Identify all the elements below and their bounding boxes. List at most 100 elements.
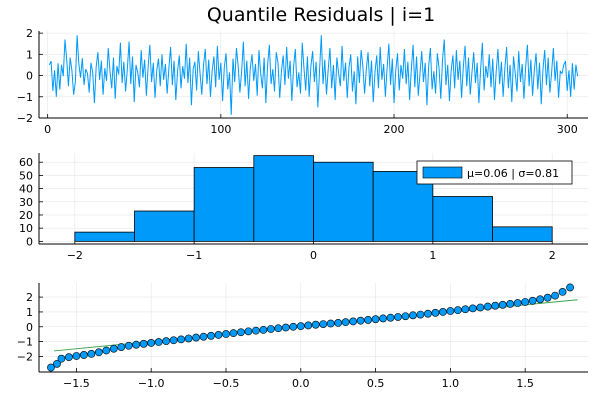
histogram-bar: [193, 167, 255, 242]
y-tick-label: 0: [26, 235, 33, 248]
qq-point: [326, 319, 335, 328]
qq-point: [536, 295, 545, 304]
qq-point: [513, 299, 522, 307]
y-tick-label: −2: [17, 350, 33, 363]
qq-point: [192, 333, 200, 342]
qq-point: [117, 343, 126, 351]
qq-point: [252, 326, 260, 335]
y-tick-label: 2: [26, 27, 33, 40]
qq-point: [259, 325, 268, 334]
legend-swatch: [422, 166, 463, 179]
qq-point: [184, 334, 193, 343]
qq-point: [154, 338, 163, 346]
qq-point: [319, 320, 328, 328]
qq-point: [401, 312, 410, 321]
residual-series-line: [48, 35, 579, 115]
qq-point: [558, 287, 567, 296]
qq-point: [102, 346, 111, 355]
x-tick-label: 0.5: [367, 377, 385, 390]
histogram-bar: [253, 155, 314, 242]
x-tick-label: 0: [310, 249, 317, 262]
qq-point: [491, 301, 500, 310]
x-tick-label: 0.0: [292, 377, 310, 390]
y-tick-label: 10: [19, 222, 33, 235]
x-tick-label: 1.5: [516, 377, 534, 390]
qq-point: [386, 313, 395, 322]
x-tick-label: 200: [384, 123, 405, 136]
qq-point: [296, 322, 305, 331]
qq-point: [53, 359, 61, 368]
residual-line-panel: 0 100 200 300 −2 −1 0 1 2: [17, 27, 588, 136]
qq-point: [244, 327, 253, 336]
qq-point: [506, 300, 515, 308]
qq-point: [394, 313, 402, 321]
qq-point: [199, 332, 208, 341]
qq-point: [222, 330, 230, 338]
qq-point: [147, 339, 156, 347]
qq-point: [453, 306, 462, 315]
y-tick-label: 1: [26, 306, 33, 319]
qq-point: [461, 305, 470, 314]
y-tick-label: 40: [19, 183, 33, 196]
qq-point: [214, 331, 223, 339]
histogram-bar: [432, 196, 493, 242]
qq-point: [334, 319, 343, 327]
qq-point: [409, 311, 417, 320]
qq-point: [207, 331, 215, 340]
y-tick-label: 60: [19, 156, 33, 169]
qq-point: [476, 303, 485, 312]
qq-point: [379, 314, 387, 323]
y-tick-label: 50: [19, 169, 33, 182]
histogram-bar: [134, 210, 195, 242]
qq-point: [416, 310, 425, 319]
qq-point: [349, 317, 358, 326]
qq-point: [72, 352, 81, 360]
qq-point: [237, 328, 245, 337]
qq-point: [289, 322, 298, 331]
qq-point: [424, 309, 432, 318]
chart-title: Quantile Residuals | i=1: [207, 4, 435, 26]
qq-plot-panel: −1.5 −1.0 −0.5 0.0 0.5 1.0 1.5 −2−1 0 1 2: [17, 283, 588, 390]
qq-point: [47, 363, 55, 372]
histogram-bar: [313, 161, 374, 242]
x-tick-label: −2: [67, 249, 83, 262]
qq-point: [483, 302, 492, 311]
qq-point: [177, 335, 186, 344]
y-tick-label: 20: [19, 209, 33, 222]
x-tick-label: 1: [429, 249, 436, 262]
x-tick-label: −1: [186, 249, 202, 262]
qq-point: [364, 316, 373, 324]
qq-point: [304, 321, 313, 330]
histogram-bar: [492, 226, 553, 242]
qq-point: [566, 283, 574, 292]
x-tick-label: 0: [44, 123, 51, 136]
qq-point: [438, 308, 447, 316]
x-tick-label: −1.5: [63, 377, 90, 390]
qq-point: [79, 351, 88, 359]
x-tick-label: 2: [549, 249, 556, 262]
qq-point: [132, 340, 141, 349]
x-tick-label: 300: [557, 123, 578, 136]
qq-point: [109, 344, 118, 353]
legend-label: μ=0.06 | σ=0.81: [467, 167, 559, 180]
y-tick-label: 1: [26, 48, 33, 61]
x-tick-label: −1.0: [138, 377, 165, 390]
qq-point: [139, 339, 148, 348]
qq-point: [57, 354, 66, 363]
qq-point: [124, 341, 133, 350]
y-tick-label: 0: [26, 70, 33, 83]
qq-point: [266, 325, 275, 333]
qq-point: [521, 298, 530, 306]
x-tick-label: 100: [210, 123, 231, 136]
qq-point: [65, 353, 73, 362]
x-tick-label: 1.0: [442, 377, 460, 390]
histogram-bar: [74, 231, 135, 242]
qq-point: [528, 296, 537, 305]
y-tick-label: −1: [17, 336, 33, 349]
qq-point: [543, 293, 552, 302]
y-tick-label: 0: [26, 321, 33, 334]
qq-point: [162, 337, 171, 346]
qq-point: [311, 320, 320, 329]
